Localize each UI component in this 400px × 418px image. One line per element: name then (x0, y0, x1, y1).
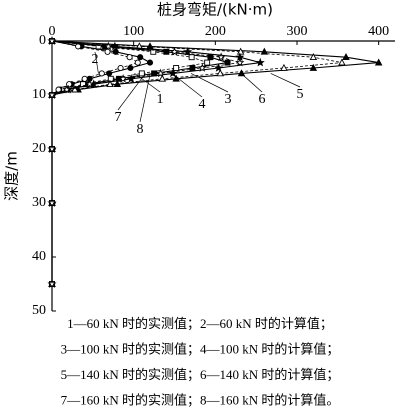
note: 3—100 kN 时的实测值；4—100 kN 时的计算值； (61, 341, 340, 357)
y-tick-label: 10 (32, 87, 46, 102)
marker (47, 279, 57, 288)
y-tick-label: 0 (39, 33, 46, 48)
marker (172, 74, 180, 82)
y-tick-label: 40 (32, 249, 46, 264)
marker (134, 59, 141, 66)
leader-line (117, 73, 146, 111)
marker (338, 58, 346, 66)
marker (280, 63, 288, 71)
x-tick-label: 0 (49, 24, 56, 39)
leader-line (240, 73, 263, 93)
marker (216, 52, 226, 62)
note: 7—160 kN 时的实测值；8—160 kN 时的计算值。 (61, 392, 340, 408)
note: 5—140 kN 时的实测值；6—140 kN 时的计算值； (61, 367, 340, 383)
leader-line (270, 73, 301, 88)
marker (156, 68, 166, 78)
x-tick-label: 100 (123, 24, 144, 39)
marker (47, 144, 57, 153)
leader-line (139, 73, 151, 123)
marker (85, 79, 95, 89)
leader-line (190, 73, 229, 93)
marker (106, 80, 114, 88)
marker (170, 47, 179, 56)
marker (309, 53, 318, 61)
marker (103, 41, 113, 51)
note: 1—60 kN 时的实测值；2—60 kN 时的计算值； (67, 316, 333, 332)
marker (224, 59, 231, 66)
marker (112, 48, 119, 55)
curve-label: 2 (92, 52, 99, 67)
marker (168, 68, 178, 78)
marker (197, 63, 207, 72)
marker (146, 59, 154, 66)
marker (309, 63, 318, 71)
marker (204, 59, 211, 66)
marker (126, 54, 133, 61)
marker (137, 54, 144, 61)
marker (62, 84, 72, 94)
marker (118, 74, 128, 83)
marker (216, 69, 224, 77)
marker (138, 70, 145, 77)
marker (117, 64, 124, 72)
y-axis-label: 深度/m (3, 151, 21, 201)
chart-title: 桩身弯矩/(kN·m) (157, 1, 273, 19)
marker (47, 198, 57, 207)
x-tick-label: 200 (205, 24, 226, 39)
marker (158, 74, 167, 82)
y-tick-label: 20 (32, 141, 46, 156)
curve-label: 7 (115, 110, 122, 125)
marker (255, 57, 265, 67)
x-tick-label: 400 (368, 24, 389, 39)
y-tick-label: 50 (32, 303, 46, 318)
curve-label: 3 (225, 92, 232, 107)
marker (236, 47, 245, 55)
series-line (51, 40, 240, 284)
marker (260, 47, 269, 55)
marker (188, 54, 195, 61)
curve-label: 4 (199, 97, 206, 112)
marker (237, 69, 246, 77)
curve-label: 5 (297, 87, 304, 102)
marker (163, 48, 170, 55)
marker (47, 90, 57, 99)
marker (47, 36, 57, 45)
marker (374, 58, 383, 66)
marker (235, 57, 245, 67)
marker (189, 65, 196, 71)
marker (71, 85, 79, 93)
series-line (51, 40, 379, 284)
leader-line (94, 51, 99, 74)
y-tick-label: 30 (32, 195, 46, 210)
x-tick-label: 300 (287, 24, 308, 39)
marker (173, 65, 180, 71)
curve-label: 8 (137, 122, 144, 137)
curve-label: 6 (259, 92, 266, 107)
marker (214, 63, 224, 72)
marker (66, 81, 73, 88)
marker (342, 53, 350, 61)
marker (75, 43, 82, 50)
marker (127, 64, 134, 72)
curve-label: 1 (157, 92, 164, 107)
marker (98, 70, 105, 77)
marker (81, 75, 88, 82)
